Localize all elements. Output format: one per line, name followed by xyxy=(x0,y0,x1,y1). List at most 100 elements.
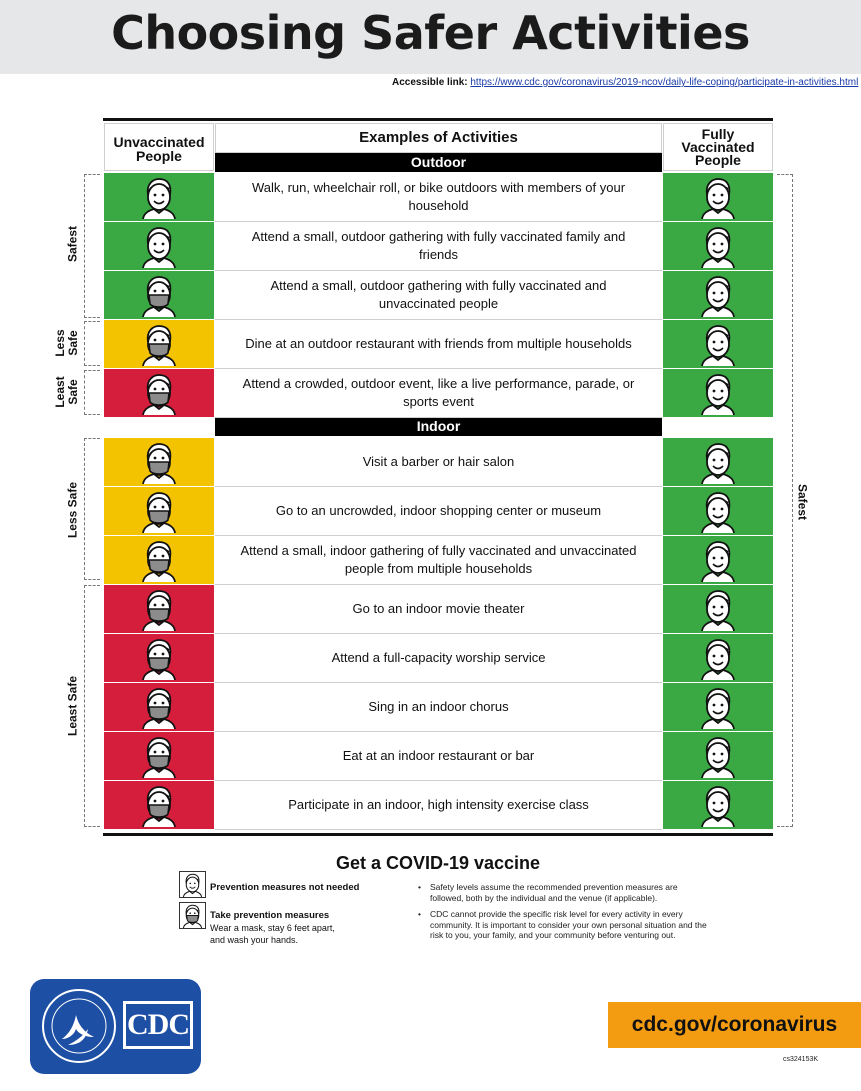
unvaccinated-cell xyxy=(104,781,214,829)
vaccinated-header: Fully Vaccinated People xyxy=(663,123,773,171)
top-rule xyxy=(103,118,773,121)
indoor-section-header: Indoor xyxy=(215,417,662,436)
vaccinated-cell xyxy=(663,781,773,829)
unmasked-face-icon xyxy=(701,590,735,631)
hhs-cdc-logo: CDC xyxy=(30,979,201,1074)
activity-text: Participate in an indoor, high intensity… xyxy=(215,781,662,830)
title-bar xyxy=(0,0,861,74)
vaccinated-cell xyxy=(663,271,773,319)
unmasked-face-icon xyxy=(701,227,735,268)
website-box: cdc.gov/coronavirus xyxy=(608,1002,861,1048)
hhs-seal-icon xyxy=(42,989,116,1063)
vaccinated-cell xyxy=(663,369,773,417)
unmasked-face-icon xyxy=(701,492,735,533)
unmasked-face-icon xyxy=(701,374,735,415)
unvaccinated-header: Unvaccinated People xyxy=(104,123,214,171)
website-link[interactable]: cdc.gov/coronavirus xyxy=(631,1013,838,1036)
unmasked-face-icon xyxy=(701,178,735,219)
vaccinated-safest-label: Safest xyxy=(795,483,810,521)
note-item: CDC cannot provide the specific risk lev… xyxy=(418,909,708,941)
masked-face-icon xyxy=(142,590,176,631)
least-safe-indoor-bracket xyxy=(84,585,100,827)
activity-text: Go to an uncrowded, indoor shopping cent… xyxy=(215,487,662,536)
activity-text: Attend a full-capacity worship service xyxy=(215,634,662,683)
unvaccinated-cell xyxy=(104,683,214,731)
unmasked-face-icon xyxy=(701,325,735,366)
unmasked-face-icon xyxy=(142,227,176,268)
page-title: Choosing Safer Activities xyxy=(111,6,750,60)
activity-text: Attend a small, outdoor gathering with f… xyxy=(215,222,662,271)
less-safe-indoor-bracket xyxy=(84,438,100,580)
vaccinated-cell xyxy=(663,732,773,780)
unvaccinated-cell xyxy=(104,173,214,221)
least-safe-label-a: Least xyxy=(53,376,67,408)
unvaccinated-cell xyxy=(104,222,214,270)
masked-face-icon xyxy=(179,902,206,929)
accessible-link-url[interactable]: https://www.cdc.gov/coronavirus/2019-nco… xyxy=(470,77,859,88)
less-safe-label-b: Safe xyxy=(66,330,80,356)
masked-face-icon xyxy=(142,786,176,827)
activity-text: Sing in an indoor chorus xyxy=(215,683,662,732)
activity-text: Walk, run, wheelchair roll, or bike outd… xyxy=(215,173,662,222)
accessible-link-label: Accessible link: xyxy=(392,77,468,88)
unvaccinated-cell xyxy=(104,585,214,633)
unvaccinated-cell xyxy=(104,369,214,417)
masked-face-icon xyxy=(142,325,176,366)
masked-face-icon xyxy=(142,492,176,533)
activities-header: Examples of Activities xyxy=(215,123,662,153)
safest-bracket xyxy=(84,174,100,318)
accessible-link-line: Accessible link: https://www.cdc.gov/cor… xyxy=(392,77,858,88)
activity-text: Visit a barber or hair salon xyxy=(215,438,662,487)
unmasked-face-icon xyxy=(701,688,735,729)
unmasked-face-icon xyxy=(701,443,735,484)
unmasked-face-icon xyxy=(179,871,206,898)
unvaccinated-cell xyxy=(104,320,214,368)
masked-face-icon xyxy=(142,688,176,729)
masked-face-icon xyxy=(142,737,176,778)
vaccinated-cell xyxy=(663,438,773,486)
unmasked-face-icon xyxy=(142,178,176,219)
legend-take-measures-text: Take prevention measures xyxy=(210,910,330,921)
unmasked-face-icon xyxy=(701,276,735,317)
vaccinated-cell xyxy=(663,634,773,682)
least-safe-indoor-label: Least Safe xyxy=(65,675,80,737)
unvaccinated-cell xyxy=(104,732,214,780)
vaccinated-safest-bracket xyxy=(777,174,793,827)
less-safe-outdoor-label: Less Safe xyxy=(53,329,80,357)
unmasked-face-icon xyxy=(701,786,735,827)
vaccinated-cell xyxy=(663,222,773,270)
legend-take-measures: Take prevention measures Wear a mask, st… xyxy=(179,902,345,946)
masked-face-icon xyxy=(142,443,176,484)
less-safe-label-a: Less xyxy=(53,329,67,357)
legend-take-measures-detail: Wear a mask, stay 6 feet apart, and wash… xyxy=(210,923,335,945)
vaccinated-cell xyxy=(663,320,773,368)
unmasked-face-icon xyxy=(701,737,735,778)
vaccine-heading: Get a COVID-19 vaccine xyxy=(335,853,541,873)
unmasked-face-icon xyxy=(701,541,735,582)
less-safe-outdoor-bracket xyxy=(84,321,100,366)
unvaccinated-cell xyxy=(104,634,214,682)
less-safe-indoor-label: Less Safe xyxy=(65,481,80,539)
vaccinated-cell xyxy=(663,585,773,633)
vaccinated-cell xyxy=(663,173,773,221)
vaccinated-cell xyxy=(663,536,773,584)
least-safe-outdoor-bracket xyxy=(84,370,100,415)
masked-face-icon xyxy=(142,541,176,582)
activities-table: Unvaccinated People Examples of Activiti… xyxy=(104,123,773,830)
unmasked-face-icon xyxy=(701,639,735,680)
masked-face-icon xyxy=(142,639,176,680)
note-item: Safety levels assume the recommended pre… xyxy=(418,882,708,903)
masked-face-icon xyxy=(142,276,176,317)
vaccinated-cell xyxy=(663,683,773,731)
least-safe-label-b: Safe xyxy=(66,379,80,405)
unvaccinated-cell xyxy=(104,487,214,535)
outdoor-section-header: Outdoor xyxy=(215,153,662,172)
unvaccinated-cell xyxy=(104,271,214,319)
unvaccinated-cell xyxy=(104,536,214,584)
activity-text: Go to an indoor movie theater xyxy=(215,585,662,634)
vaccinated-cell xyxy=(663,487,773,535)
safest-label: Safest xyxy=(65,225,80,263)
unvaccinated-cell xyxy=(104,438,214,486)
notes-list: Safety levels assume the recommended pre… xyxy=(418,882,708,947)
activity-text: Attend a crowded, outdoor event, like a … xyxy=(215,369,662,418)
